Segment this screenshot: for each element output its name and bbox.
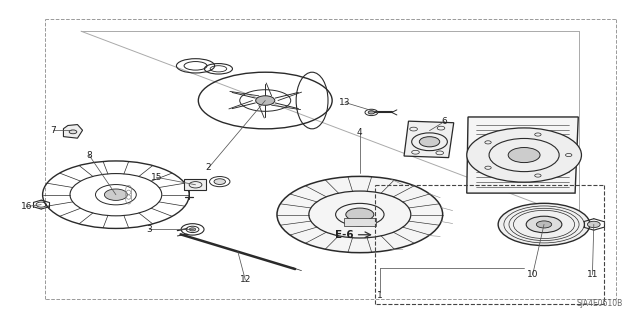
Text: 3: 3 [147,225,152,234]
Circle shape [419,137,440,147]
Text: 13: 13 [339,98,351,107]
Text: E-6: E-6 [335,230,353,240]
Polygon shape [467,117,579,193]
Ellipse shape [467,128,582,182]
Bar [344,218,376,226]
Circle shape [588,221,600,228]
Circle shape [368,111,374,114]
Circle shape [256,96,275,105]
Polygon shape [63,124,83,138]
Ellipse shape [346,208,374,221]
Ellipse shape [498,203,590,245]
Text: SJA4E0610B: SJA4E0610B [577,299,623,308]
Ellipse shape [526,216,562,233]
Text: 8: 8 [86,150,92,160]
Circle shape [69,130,77,134]
Text: 15: 15 [150,173,162,182]
Text: 2: 2 [205,164,211,172]
Polygon shape [404,121,454,158]
Text: 12: 12 [239,276,251,284]
Ellipse shape [508,148,540,163]
Circle shape [214,179,225,184]
Text: 1: 1 [377,291,383,300]
Circle shape [104,189,127,200]
Text: 4: 4 [357,128,363,137]
Text: 10: 10 [527,270,538,279]
Bar [184,180,206,189]
Text: 6: 6 [442,117,447,126]
Ellipse shape [277,176,443,253]
Text: 7: 7 [51,126,56,135]
Text: 11: 11 [587,270,598,279]
Circle shape [189,228,196,231]
Ellipse shape [536,221,552,228]
Text: 16: 16 [20,202,32,211]
